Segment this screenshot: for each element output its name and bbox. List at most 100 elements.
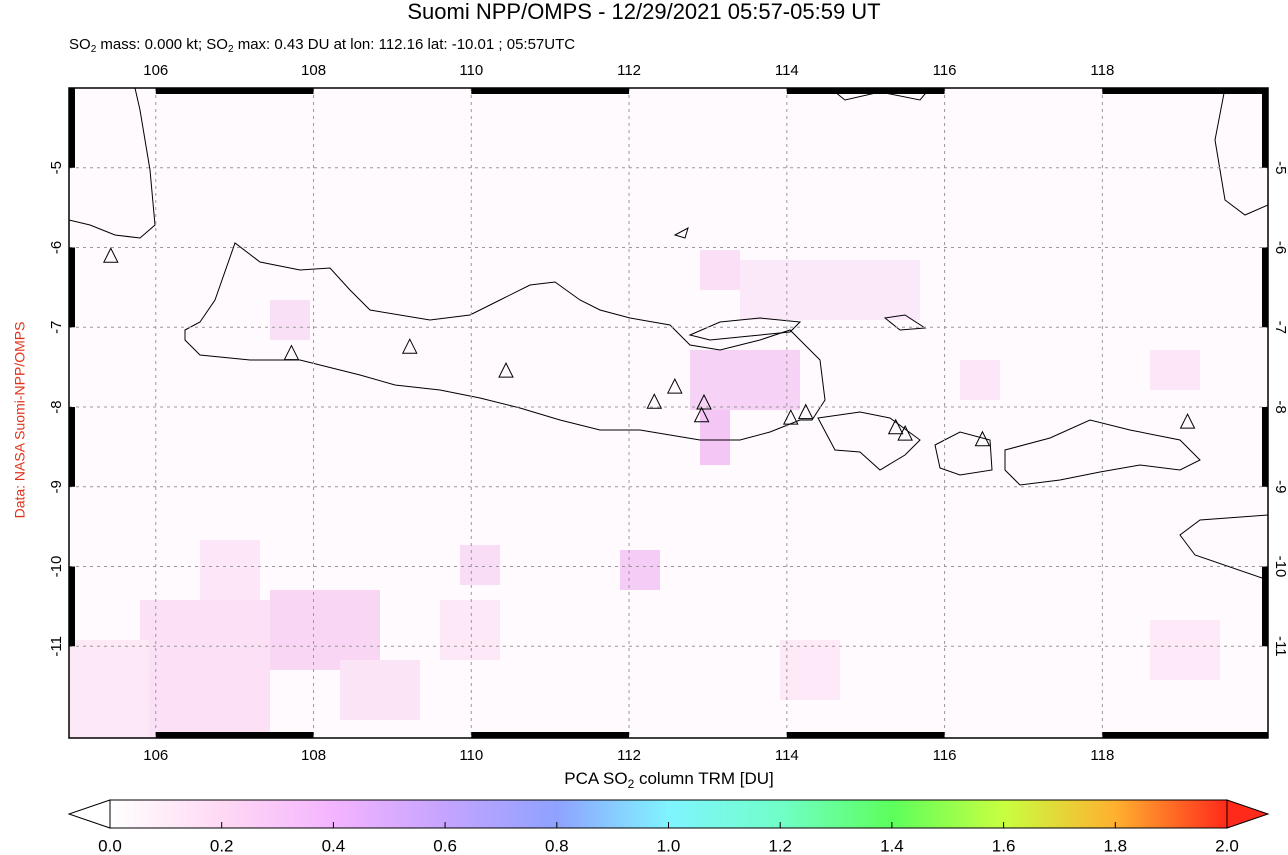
volcano-marker bbox=[667, 377, 683, 394]
x-tick-label: 106 bbox=[143, 62, 168, 79]
x-tick-label: 116 bbox=[933, 62, 957, 79]
y-tick-label: -7 bbox=[1272, 321, 1288, 334]
so2-cell bbox=[270, 590, 380, 670]
y-tick-label: -11 bbox=[48, 636, 65, 657]
volcano-marker bbox=[498, 362, 514, 378]
volcano-marker bbox=[887, 418, 904, 435]
volcano-marker bbox=[646, 393, 663, 409]
x-tick-label: 106 bbox=[143, 747, 168, 764]
coastline bbox=[934, 431, 993, 476]
so2-cell bbox=[1150, 350, 1200, 390]
y-tick-label: -5 bbox=[1272, 161, 1288, 174]
volcano-marker bbox=[401, 338, 418, 354]
colorbar-tick-label: 0.6 bbox=[433, 836, 457, 855]
volcano-marker bbox=[696, 393, 712, 410]
volcano-marker bbox=[102, 247, 119, 263]
x-tick-label: 114 bbox=[775, 747, 799, 764]
coastlines bbox=[69, 88, 1268, 581]
volcano-marker bbox=[782, 409, 799, 425]
x-tick-label: 112 bbox=[617, 62, 641, 79]
so2-cell bbox=[620, 550, 660, 590]
map-area bbox=[69, 88, 1268, 738]
volcano-marker bbox=[1179, 413, 1196, 429]
frame-bar bbox=[1262, 88, 1268, 168]
colorbar-tick-label: 0.8 bbox=[545, 836, 569, 855]
frame-bar bbox=[471, 732, 630, 738]
coastline bbox=[184, 242, 826, 441]
y-tick-label: -6 bbox=[1272, 241, 1288, 254]
frame-bar bbox=[1262, 407, 1268, 487]
map-frame bbox=[68, 87, 1269, 739]
coastline bbox=[1179, 514, 1268, 581]
x-tick-label: 110 bbox=[459, 747, 483, 764]
title: Suomi NPP/OMPS - 12/29/2021 05:57-05:59 … bbox=[407, 0, 880, 24]
colorbar-over-arrow bbox=[1226, 799, 1270, 829]
x-tick-label: 116 bbox=[933, 747, 957, 764]
so2-cell bbox=[1150, 620, 1220, 680]
x-tick-label: 114 bbox=[775, 62, 799, 79]
frame-bar bbox=[1262, 566, 1268, 647]
so2-cell bbox=[440, 600, 500, 660]
y-tick-label: -8 bbox=[1272, 400, 1288, 413]
coastline bbox=[817, 411, 921, 471]
frame-bar bbox=[1102, 732, 1268, 738]
x-tick-label: 108 bbox=[301, 62, 326, 79]
colorbar-tick-label: 1.4 bbox=[880, 836, 904, 855]
frame-bar bbox=[69, 88, 75, 168]
colorbar-label-part: PCA SO bbox=[564, 769, 627, 788]
colorbar-tick-label: 0.4 bbox=[322, 836, 346, 855]
colorbar-tick-label: 1.8 bbox=[1103, 836, 1127, 855]
frame-bar bbox=[69, 407, 75, 487]
coastline bbox=[688, 317, 802, 341]
x-tick-label: 118 bbox=[1090, 747, 1114, 764]
so2-cell bbox=[740, 260, 920, 320]
volcano-marker bbox=[693, 406, 710, 423]
frame-bar bbox=[786, 88, 945, 94]
colorbar-ticks: 0.0 0.2 0.4 0.6 0.8 1.0 1.2 1.4 1.6 1.8 2.0 bbox=[98, 822, 1239, 855]
coastline bbox=[673, 226, 689, 239]
y-tick-label: -8 bbox=[48, 400, 65, 413]
subtitle-part: max: 0.43 DU at lon: 112.16 lat: -10.01 … bbox=[234, 36, 576, 53]
so2-cell bbox=[340, 660, 420, 720]
y-tick-label: -9 bbox=[48, 480, 65, 493]
y-tick-label: -6 bbox=[48, 241, 65, 254]
frame-bar bbox=[1102, 88, 1268, 94]
volcano-marker bbox=[797, 403, 814, 420]
subtitle-sub: 2 bbox=[228, 44, 234, 55]
colorbar-label-sub: 2 bbox=[628, 777, 635, 791]
so2-cell bbox=[700, 410, 730, 465]
volcano-layer bbox=[102, 247, 1196, 447]
so2-cell bbox=[960, 360, 1000, 400]
volcano-marker bbox=[897, 425, 913, 441]
frame-bar bbox=[69, 247, 75, 328]
so2-cell bbox=[780, 640, 840, 700]
colorbar-under-arrow bbox=[67, 799, 111, 829]
so2-cell bbox=[700, 250, 740, 290]
colorbar-label: PCA SO2 column TRM [DU] bbox=[564, 769, 774, 791]
colorbar-tick-label: 1.6 bbox=[992, 836, 1016, 855]
x-tick-label: 110 bbox=[459, 62, 483, 79]
y-tick-label: -7 bbox=[48, 321, 65, 334]
y-tick-label: -5 bbox=[48, 161, 65, 174]
colorbar-tick-label: 0.0 bbox=[98, 836, 122, 855]
frame-layer: 106 106 108 108 110 110 112 112 114 114 116 116 118 1… bbox=[48, 62, 1288, 764]
frame-bar bbox=[786, 732, 945, 738]
y-tick-label: -11 bbox=[1272, 636, 1288, 657]
x-tick-label: 108 bbox=[301, 747, 326, 764]
so2-field bbox=[69, 250, 1220, 738]
coastline bbox=[883, 314, 927, 331]
colorbar-label-part: column TRM [DU] bbox=[634, 769, 774, 788]
colorbar-tick-label: 2.0 bbox=[1215, 836, 1239, 855]
colorbar-tick-label: 1.0 bbox=[657, 836, 681, 855]
so2-cell bbox=[140, 600, 270, 738]
x-tick-label: 112 bbox=[617, 747, 641, 764]
y-tick-label: -10 bbox=[1272, 556, 1288, 578]
credit: Data: NASA Suomi-NPP/OMPS bbox=[12, 322, 28, 519]
frame-bar bbox=[155, 732, 314, 738]
coastline bbox=[69, 88, 156, 239]
coastline bbox=[1214, 88, 1268, 216]
so2-cell bbox=[270, 300, 310, 340]
frame-bar bbox=[1262, 247, 1268, 328]
frame-bar bbox=[69, 566, 75, 647]
